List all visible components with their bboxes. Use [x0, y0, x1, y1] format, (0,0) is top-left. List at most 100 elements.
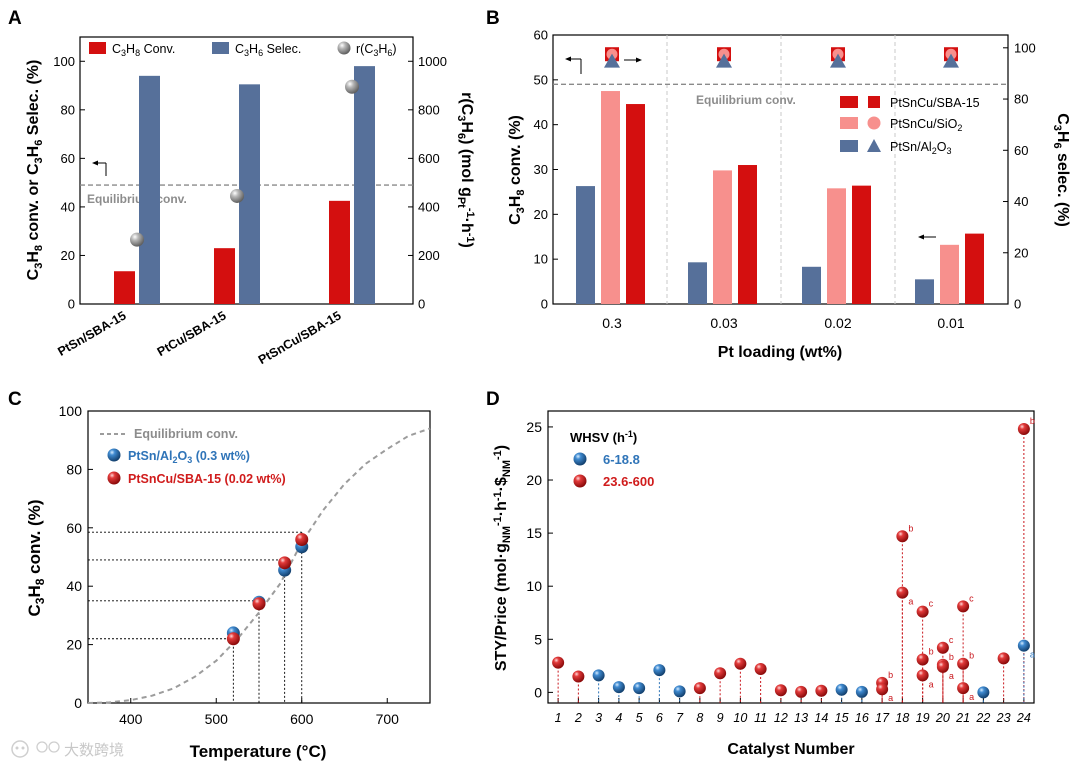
watermark-text: 大数跨境: [64, 741, 124, 759]
legend-d-title: WHSV (h-1): [570, 429, 637, 445]
c-x-tick-label: 600: [290, 711, 314, 727]
legend-b-square-icon: [868, 96, 880, 108]
panel-a-right-axis: 0 200 400 600 800 1000: [408, 54, 447, 312]
d-x-tick-label: 8: [696, 711, 703, 725]
a-right-tick-label: 200: [418, 248, 440, 263]
panel-a-rate-points: [130, 79, 359, 247]
d-point: [855, 685, 868, 698]
d-x-tick-label: 17: [875, 711, 890, 725]
a-bar-selectivity: [139, 75, 160, 304]
b-bar: [713, 170, 732, 304]
b-left-tick-label: 60: [534, 28, 548, 43]
panel-a-legend: C3H8 Conv. C3H6 Selec. r(C3H6): [89, 41, 397, 58]
panel-c-reference-lines: [88, 531, 303, 703]
legend-b-sba: PtSnCu/SBA-15: [890, 96, 980, 110]
c-point-ptsncu: [295, 532, 309, 546]
d-point: [896, 530, 909, 543]
panel-b-x-axis: 0.3 0.03 0.02 0.01: [602, 299, 965, 331]
a-right-tick-label: 1000: [418, 54, 447, 69]
panel-c-points: [226, 532, 309, 646]
d-point: [1017, 639, 1030, 652]
b-bar: [688, 262, 707, 304]
d-x-tick-label: 22: [975, 711, 990, 725]
d-point: [592, 669, 605, 682]
d-point: [693, 682, 706, 695]
legend-c-eq: Equilibrium conv.: [134, 427, 238, 441]
watermark: 大数跨境: [11, 740, 124, 759]
a-category-label: PtSn/SBA-15: [55, 308, 128, 358]
panel-b-equilibrium-label: Equilibrium conv.: [696, 93, 796, 107]
legend-b-circle-icon: [867, 116, 881, 130]
watermark-logo-icon: [11, 740, 29, 758]
b-bar: [965, 233, 984, 304]
d-x-tick-label: 23: [996, 711, 1011, 725]
panel-a-equilibrium-label: Equilibrium conv.: [87, 192, 187, 206]
d-x-tick-label: 21: [955, 711, 970, 725]
b-bar: [576, 186, 595, 304]
d-point: [896, 586, 909, 599]
b-category-label: 0.03: [710, 315, 737, 331]
a-left-tick-label: 100: [53, 54, 75, 69]
a-category-label: PtCu/SBA-15: [155, 308, 229, 359]
d-point: [957, 600, 970, 613]
d-x-tick-label: 20: [935, 711, 950, 725]
legend-b-al2o3: PtSn/Al2O3: [890, 140, 951, 156]
c-y-tick-label: 0: [74, 695, 82, 711]
d-x-tick-label: 1: [555, 711, 562, 725]
b-triangle-marker: [943, 53, 959, 68]
d-point: [673, 685, 686, 698]
a-bar-conversion: [329, 200, 350, 304]
a-bar-conversion: [114, 271, 135, 304]
panel-d-legend: WHSV (h-1) 6-18.8 23.6-600: [570, 429, 654, 489]
panel-b-legend: PtSnCu/SBA-15 PtSnCu/SiO2 PtSn/Al2O3: [840, 96, 980, 156]
legend-b-bar-sio2: [840, 117, 858, 129]
panel-c-equilibrium-curve: [87, 427, 431, 704]
a-left-tick-label: 60: [61, 151, 75, 166]
d-point: [612, 681, 625, 694]
legend-swatch-conv: [89, 42, 106, 54]
panel-c-legend: Equilibrium conv. PtSn/Al2O3 (0.3 wt%) P…: [100, 427, 286, 486]
d-point-label: b: [929, 646, 934, 656]
d-x-tick-label: 11: [754, 711, 767, 725]
legend-c-blue-sphere-icon: [107, 448, 121, 462]
panel-d-drop-lines: [557, 429, 1025, 703]
legend-d-high: 23.6-600: [603, 474, 654, 489]
d-point: [957, 682, 970, 695]
c-x-tick-label: 700: [376, 711, 400, 727]
panel-b-arrows: [565, 56, 936, 240]
b-right-tick-label: 0: [1014, 297, 1021, 312]
a-left-tick-label: 80: [61, 102, 75, 117]
panel-c-x-title: Temperature (°C): [190, 742, 327, 761]
d-y-tick-label: 25: [526, 419, 542, 435]
b-bar: [940, 244, 959, 304]
d-point: [936, 641, 949, 654]
legend-c-ptsn: PtSn/Al2O3 (0.3 wt%): [128, 449, 250, 465]
b-left-tick-label: 50: [534, 72, 548, 87]
d-point-label: a: [929, 679, 934, 689]
d-x-tick-label: 14: [814, 711, 828, 725]
d-point-label: a: [888, 693, 893, 703]
legend-d-blue-sphere-icon: [573, 452, 587, 466]
d-point: [916, 669, 929, 682]
d-point-label: a: [969, 692, 974, 702]
d-y-tick-label: 0: [534, 684, 542, 700]
panel-a-left-axis: 0 20 40 60 80 100: [53, 54, 85, 312]
panel-d-frame: [547, 410, 1035, 704]
c-y-tick-label: 100: [59, 403, 83, 419]
panel-b-x-title: Pt loading (wt%): [718, 344, 842, 361]
c-point-ptsncu: [226, 632, 240, 646]
b-left-tick-label: 0: [541, 297, 548, 312]
panel-c: C 0 20 40 60 80 100 400 500 600 700 Equilibrium c…: [8, 389, 431, 761]
panel-b-category-separators: [666, 35, 896, 304]
panel-d-letter: D: [486, 389, 500, 410]
panel-b-bars: [576, 91, 984, 305]
a-bar-conversion: [214, 248, 235, 304]
d-point: [1017, 423, 1030, 436]
panel-c-y-title: C3H8 conv. (%): [25, 500, 47, 617]
d-point-label: a: [1030, 650, 1035, 660]
panel-b: B 0 10 20 30 40 50 60 0 20 40 60 80 100 0.3 0.03 0.02…: [486, 8, 1071, 361]
legend-d-low: 6-18.8: [603, 452, 640, 467]
b-triangle-marker: [604, 53, 620, 68]
legend-b-bar-sba: [840, 96, 858, 108]
b-right-tick-label: 20: [1014, 245, 1028, 260]
